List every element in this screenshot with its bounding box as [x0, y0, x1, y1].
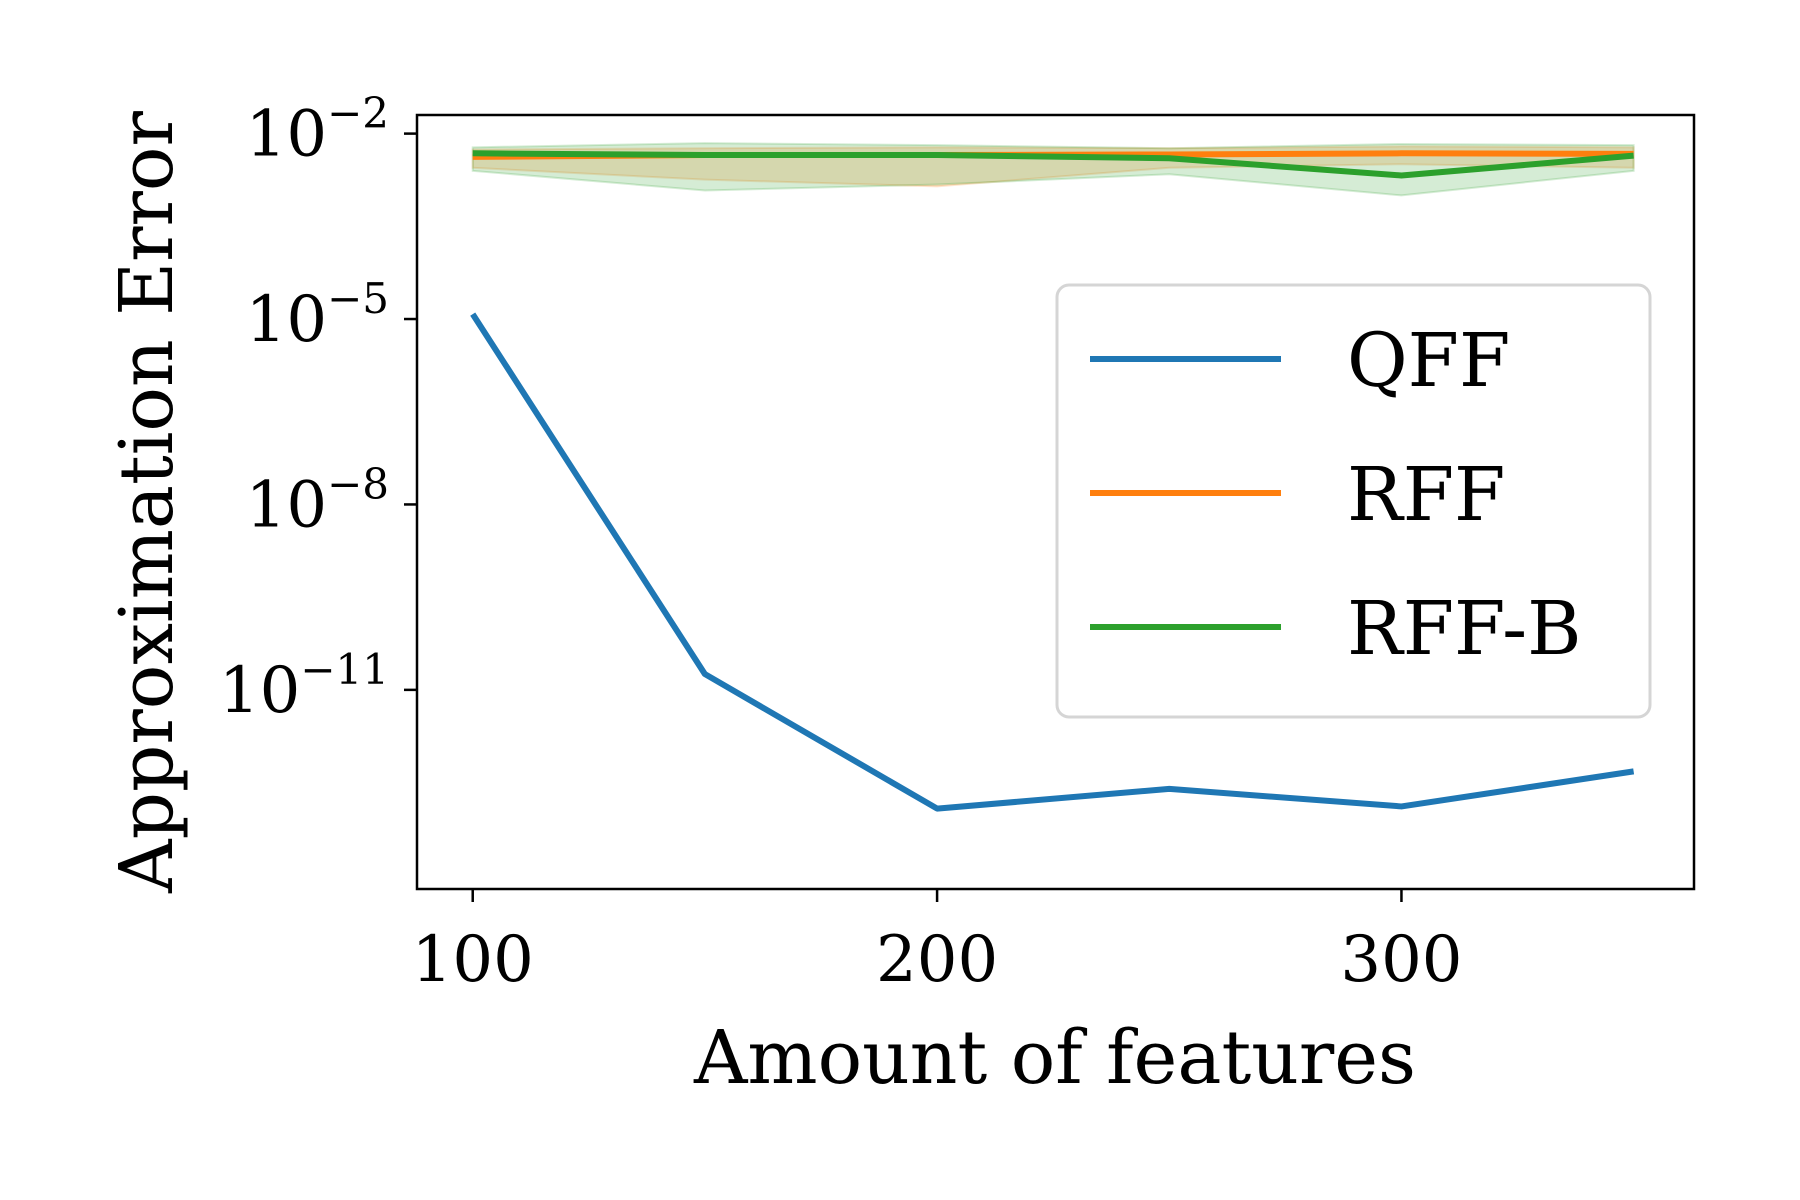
- x-axis-ticks: 100 200 300: [412, 889, 1463, 997]
- y-tick-label: 10−2: [246, 89, 389, 172]
- plot-frame: [415, 113, 1696, 891]
- series-line-rff-b: [472, 150, 1634, 179]
- legend-label-qff: QFF: [1347, 318, 1510, 404]
- x-tick-label: 200: [876, 923, 998, 997]
- legend-frame: [1055, 283, 1652, 719]
- y-tick-label: 10−5: [246, 274, 389, 357]
- y-tick-label: 10−11: [219, 645, 389, 728]
- series-line-qff: [470, 312, 1635, 812]
- series-lines: [470, 150, 1635, 812]
- x-tick-label: 300: [1340, 923, 1462, 997]
- x-tick-label: 100: [412, 923, 534, 997]
- legend-label-rff: RFF: [1347, 452, 1505, 538]
- legend: QFF RFF RFF-B: [1055, 283, 1652, 719]
- legend-label-rff-b: RFF-B: [1347, 586, 1581, 672]
- y-axis-label: Approximation Error: [104, 111, 190, 894]
- y-axis-ticks: 10−2 10−5 10−8 10−11: [219, 89, 417, 728]
- y-tick-label: 10−8: [246, 459, 389, 542]
- x-axis-label: Amount of features: [693, 1015, 1416, 1101]
